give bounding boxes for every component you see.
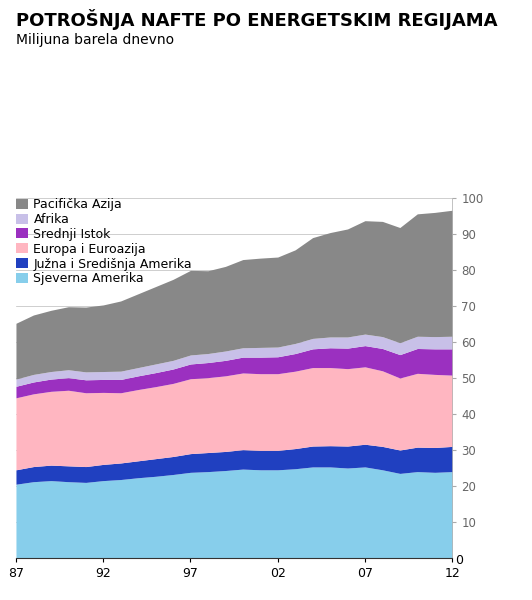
Text: Milijuna barela dnevno: Milijuna barela dnevno [16,33,174,47]
Legend: Pacifička Azija, Afrika, Srednji Istok, Europa i Euroazija, Južna i Središnja Am: Pacifička Azija, Afrika, Srednji Istok, … [16,198,192,286]
Text: 0: 0 [455,554,463,568]
Text: POTROŠNJA NAFTE PO ENERGETSKIM REGIJAMA: POTROŠNJA NAFTE PO ENERGETSKIM REGIJAMA [16,9,497,30]
